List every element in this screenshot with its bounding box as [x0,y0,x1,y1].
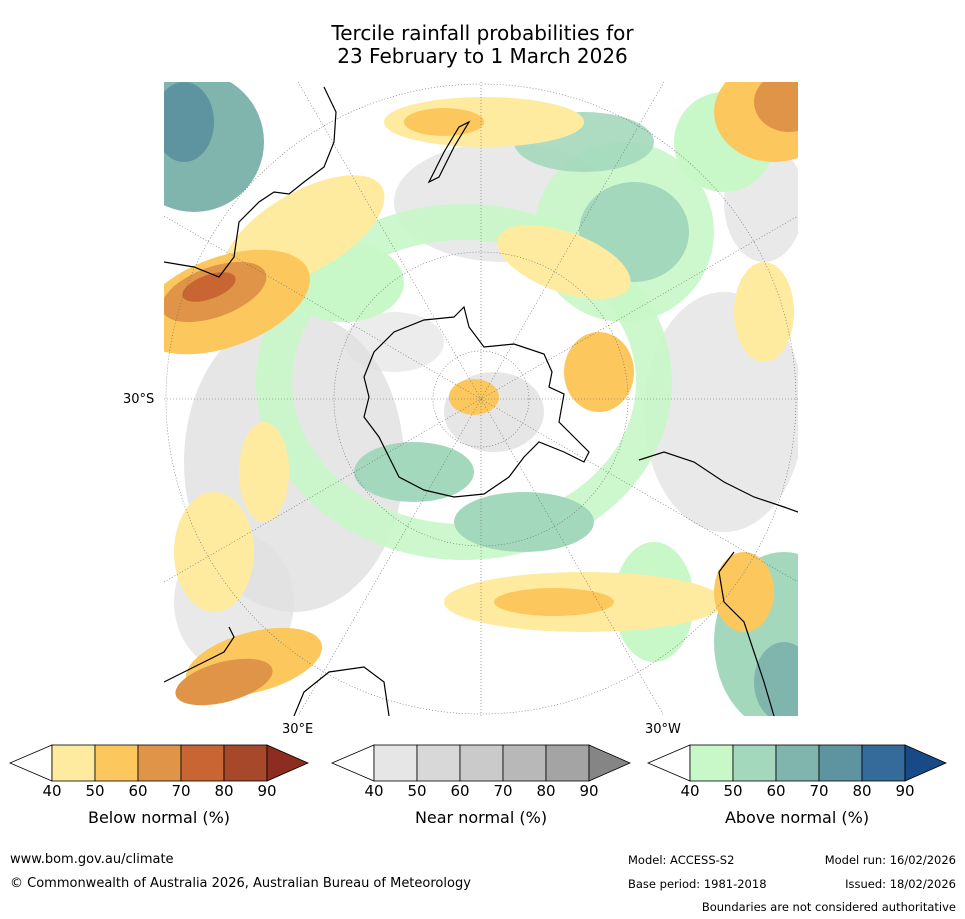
latitude-label-30s: 30°S [123,392,155,407]
colorbar-tick-label: 50 [407,782,427,800]
colorbar-above-normal [647,744,947,782]
colorbar-segment [416,744,461,782]
colorbar-tick-label: 90 [257,782,277,800]
colorbar-segment [647,744,691,782]
above-normal-shading [164,82,798,716]
colorbar-segment [331,744,375,782]
footer-issued: Issued: 18/02/2026 [845,877,956,891]
antarctica-coastline [363,305,590,498]
colorbar-segment [266,744,309,782]
colorbar-near-normal [331,744,631,782]
colorbar-tick-label: 90 [579,782,599,800]
colorbar-tick-label: 60 [766,782,786,800]
colorbar-tick-label: 90 [895,782,915,800]
colorbar-segment [588,744,631,782]
map-title-line-1: Tercile rainfall probabilities for [331,21,634,45]
south-america-coastline [638,451,798,716]
longitude-label-30w: 30°W [645,722,681,737]
map-title-line-2: 23 February to 1 March 2026 [337,44,628,68]
colorbar-tick-label: 60 [128,782,148,800]
colorbar-tick-label: 40 [680,782,700,800]
colorbar-segment [180,744,225,782]
colorbar-segment [94,744,139,782]
footer-base-period: Base period: 1981-2018 [628,877,767,891]
australia-coastline [164,86,337,278]
graticule [164,82,798,716]
colorbar-segment [732,744,777,782]
colorbar-segment [9,744,53,782]
colorbar-segment [904,744,947,782]
colorbar-segment [459,744,504,782]
colorbar-segment [545,744,590,782]
colorbar-segment [223,744,268,782]
colorbar-below-normal [9,744,309,782]
colorbar-tick-label: 40 [364,782,384,800]
below-normal-shading [164,82,798,706]
new-zealand-coastline [427,120,471,184]
colorbar-tick-label: 80 [852,782,872,800]
africa-coastline [164,626,390,716]
colorbar-segment [51,744,96,782]
footer-model-run: Model run: 16/02/2026 [824,853,956,867]
longitude-label-30e: 30°E [282,722,314,737]
colorbar-tick-label: 40 [42,782,62,800]
colorbar-segment [502,744,547,782]
colorbar-tick-label: 50 [723,782,743,800]
colorbar-tick-label: 70 [493,782,513,800]
colorbar-tick-label: 50 [85,782,105,800]
colorbar-tick-label: 80 [536,782,556,800]
colorbar-segment [775,744,820,782]
colorbar-segment [373,744,418,782]
colorbar-tick-label: 70 [809,782,829,800]
colorbar-tick-label: 70 [171,782,191,800]
colorbar-below-normal-label: Below normal (%) [87,808,231,827]
polar-rainfall-map [164,82,798,716]
footer-url[interactable]: www.bom.gov.au/climate [10,852,174,867]
footer-disclaimer: Boundaries are not considered authoritat… [701,900,956,914]
colorbar-above-normal-label: Above normal (%) [724,808,870,827]
colorbar-segment [861,744,906,782]
colorbar-tick-label: 80 [214,782,234,800]
colorbar-tick-label: 60 [450,782,470,800]
colorbar-near-normal-label: Near normal (%) [414,808,548,827]
colorbar-segment [137,744,182,782]
footer-copyright: © Commonwealth of Australia 2026, Austra… [10,876,471,891]
colorbar-segment [689,744,734,782]
footer-model: Model: ACCESS-S2 [628,853,735,867]
colorbar-segment [818,744,863,782]
